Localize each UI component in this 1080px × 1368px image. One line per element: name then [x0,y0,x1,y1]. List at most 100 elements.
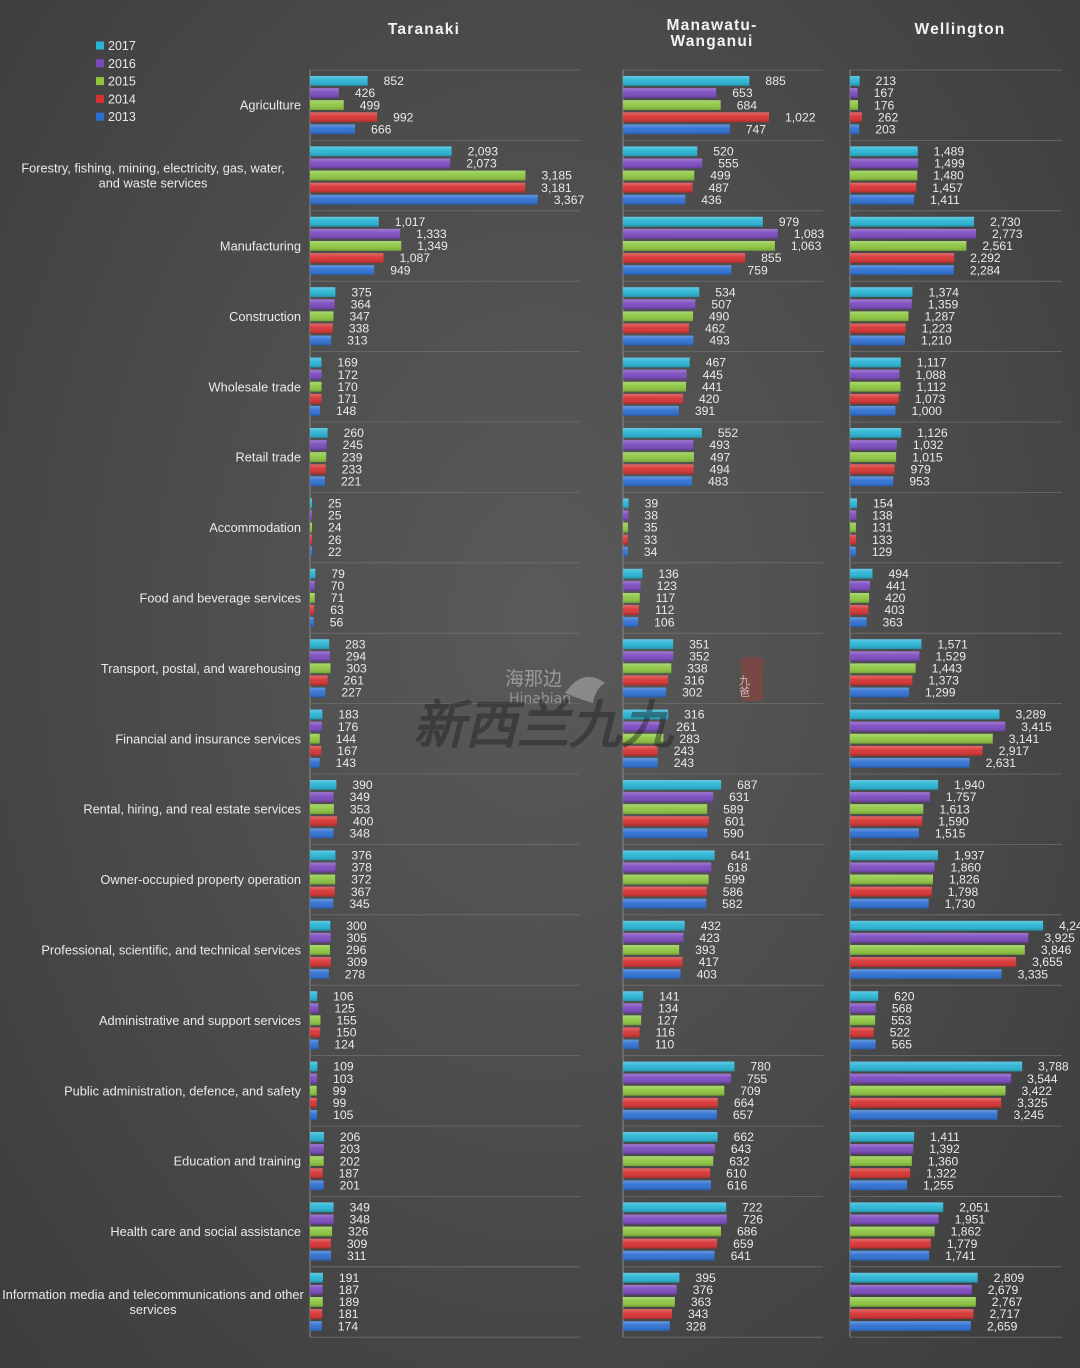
bar-sheen [850,287,913,297]
data-label: 110 [655,1038,675,1052]
bar-sheen [310,932,331,943]
data-label: 176 [874,98,895,112]
data-label: 1,951 [955,1213,986,1227]
data-label: 213 [876,74,897,88]
data-label: 420 [699,392,720,406]
data-label: 390 [352,778,373,792]
bar-sheen [623,580,641,591]
data-label: 351 [689,637,710,651]
data-label: 1,063 [791,239,822,253]
bar-sheen [850,580,871,591]
data-label: 610 [726,1166,747,1180]
bar-sheen [623,323,689,334]
data-label: 2,730 [990,215,1021,229]
data-label: 70 [331,579,345,593]
category-label: Education and training [174,1154,301,1169]
bar-sheen [310,920,331,931]
bar-sheen [623,265,732,275]
bar-sheen [310,687,326,698]
data-label: 187 [339,1166,360,1180]
bar-sheen [310,452,327,462]
bar-sheen [623,534,628,545]
bar-sheen [310,828,334,839]
data-label: 641 [731,849,752,863]
category-label: Health care and social assistance [110,1224,301,1239]
bar-sheen [850,1156,912,1166]
data-label: 1,022 [785,110,816,124]
data-label: 885 [765,74,786,88]
data-label: 664 [734,1096,755,1110]
data-label: 1,287 [925,310,956,324]
bar-sheen [623,733,664,744]
data-label: 25 [328,509,342,523]
bar-sheen [850,1309,974,1319]
bar-sheen [623,1132,718,1142]
data-label: 206 [340,1130,361,1144]
data-label: 261 [676,720,697,734]
data-label: 493 [709,334,730,348]
bar-sheen [850,522,856,533]
bar-sheen [310,158,451,169]
bar-sheen [850,1202,944,1213]
data-label: 1,571 [937,637,968,651]
data-label: 34 [644,545,658,559]
bar-sheen [310,265,375,275]
bar-sheen [310,464,326,475]
data-label: 1,730 [945,897,976,911]
data-label: 183 [338,708,359,722]
bar-sheen [310,605,315,615]
bar-sheen [310,1132,324,1142]
data-label: 2,809 [994,1271,1025,1285]
bar-sheen [850,182,917,193]
bar-sheen [850,758,970,768]
data-label: 233 [342,462,363,476]
data-label: 855 [761,251,782,265]
data-label: 534 [715,285,736,299]
data-label: 3,141 [1009,732,1040,746]
bar-sheen [310,969,329,979]
data-label: 1,798 [948,885,979,899]
bar-sheen [310,170,526,181]
data-label: 103 [333,1072,354,1086]
data-label: 171 [338,392,359,406]
bar-sheen [850,780,939,790]
data-label: 445 [703,368,724,382]
bar-sheen [623,522,628,533]
bar-sheen [310,758,320,768]
bar-sheen [310,862,336,873]
data-label: 367 [351,885,372,899]
bar-sheen [623,464,694,475]
bar-sheen [623,1073,731,1084]
data-label: 345 [349,897,370,911]
data-label: 565 [892,1038,913,1052]
data-label: 79 [331,567,345,581]
legend: 2017 2016 2015 2014 2013 [96,39,136,124]
bar-sheen [623,862,712,873]
bar-sheen [310,1238,331,1249]
legend-label-2015: 2015 [108,75,136,89]
bar-sheen [850,804,924,814]
category-label: Accommodation [209,520,301,535]
bar-sheen [623,1015,642,1026]
data-label: 349 [350,790,371,804]
legend-label-2017: 2017 [108,39,136,53]
bar-sheen [310,1003,319,1014]
data-label: 490 [709,310,730,324]
bar-sheen [850,745,983,756]
data-label: 852 [384,74,405,88]
data-label: 71 [331,591,345,605]
data-label: 138 [872,509,893,523]
panel-titles: Taranaki Manawatu-Wanganui Wellington [388,17,1004,50]
data-label: 201 [340,1179,361,1193]
bar-sheen [623,452,694,462]
bar-sheen [623,194,686,205]
bar-sheen [623,124,730,135]
panel-3: 2131671762622031,4891,4991,4801,4571,411… [849,69,1080,1338]
data-label: 3,181 [541,181,572,195]
data-label: 1,373 [928,674,959,688]
data-label: 338 [349,322,370,336]
bar-sheen [623,76,750,86]
legend-swatch-2014 [96,94,104,103]
data-label: 3,422 [1022,1084,1053,1098]
